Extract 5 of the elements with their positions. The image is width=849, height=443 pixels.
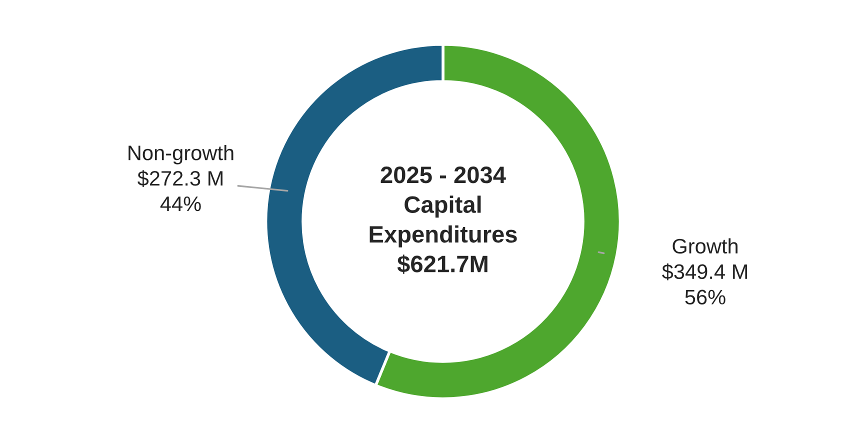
data-label: $272.3 M 44% <box>138 170 222 212</box>
text: 2025 - 2034 Capital Expenditures $621.7M <box>370 166 517 274</box>
slice-label: Growth <box>672 238 738 254</box>
slice-label: Non-growth <box>128 145 234 164</box>
data-label: $349.4 M 56% <box>662 263 747 305</box>
